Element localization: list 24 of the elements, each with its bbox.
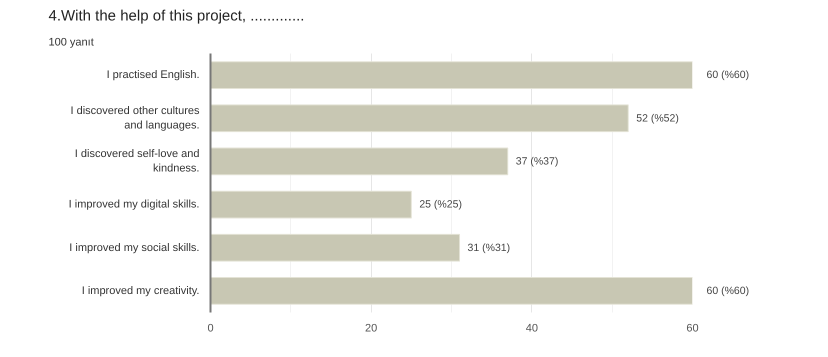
x-tick-label: 20 — [365, 322, 378, 334]
x-tick-label: 60 — [686, 322, 699, 334]
data-label: 31 (%31) — [468, 242, 510, 254]
bar — [210, 148, 508, 176]
y-tick-label: I improved my digital skills. — [68, 198, 200, 211]
data-label: 60 (%60) — [706, 69, 750, 82]
y-tick-label: I discovered other cultures and languages. — [70, 105, 200, 132]
text: 100 yanıt — [48, 36, 94, 48]
bar — [210, 190, 412, 218]
chart-title: 4.With the help of this project, ............. — [48, 8, 304, 24]
data-label: 52 (%52) — [636, 112, 679, 124]
y-tick-label: I discovered self-love and kindness. — [74, 148, 200, 175]
x-tick-label: 40 — [526, 322, 538, 334]
bar — [210, 61, 692, 89]
data-label: 60 (%60) — [706, 284, 750, 297]
y-tick-label: I improved my creativity. — [82, 284, 200, 297]
x-tick-label: 0 — [207, 322, 214, 334]
bar — [210, 104, 629, 132]
y-tick-label: I improved my social skills. — [69, 242, 200, 254]
bar — [210, 277, 692, 305]
data-label: 37 (%37) — [516, 155, 558, 168]
y-tick-label: I practised English. — [106, 69, 200, 82]
data-label: 25 (%25) — [419, 198, 462, 211]
bar — [210, 234, 460, 262]
